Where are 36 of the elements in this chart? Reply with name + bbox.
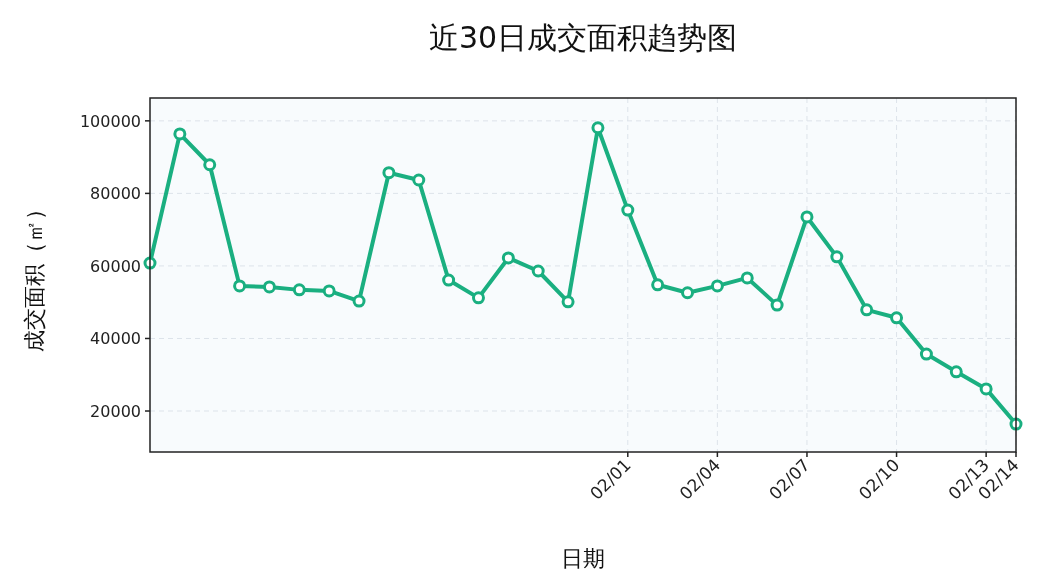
point <box>471 291 485 305</box>
y-tick-label: 20000 <box>90 402 141 422</box>
y-tick-label: 100000 <box>79 111 141 131</box>
y-tick-label: 40000 <box>90 329 141 349</box>
x-axis-title: 日期 <box>561 546 605 571</box>
point <box>890 311 904 325</box>
y-axis-title: 成交面积（㎡） <box>22 198 47 352</box>
point <box>919 347 933 361</box>
point <box>531 264 545 278</box>
y-tick-label: 80000 <box>90 184 141 204</box>
point <box>501 251 515 265</box>
point <box>382 166 396 180</box>
point <box>979 382 993 396</box>
point <box>651 278 665 292</box>
point <box>233 279 247 293</box>
point <box>949 365 963 379</box>
y-tick-label: 60000 <box>90 256 141 276</box>
point <box>203 158 217 172</box>
point <box>740 271 754 285</box>
point <box>322 284 336 298</box>
point <box>681 286 695 300</box>
point <box>621 203 635 217</box>
point <box>561 295 575 309</box>
point <box>412 173 426 187</box>
point <box>352 294 366 308</box>
point <box>830 250 844 264</box>
point <box>173 127 187 141</box>
point <box>262 280 276 294</box>
chart-title: 近30日成交面积趋势图 <box>428 20 738 55</box>
point <box>860 303 874 317</box>
point <box>591 121 605 135</box>
point <box>710 279 724 293</box>
point <box>292 283 306 297</box>
point <box>800 210 814 224</box>
point <box>442 273 456 287</box>
point <box>770 298 784 312</box>
